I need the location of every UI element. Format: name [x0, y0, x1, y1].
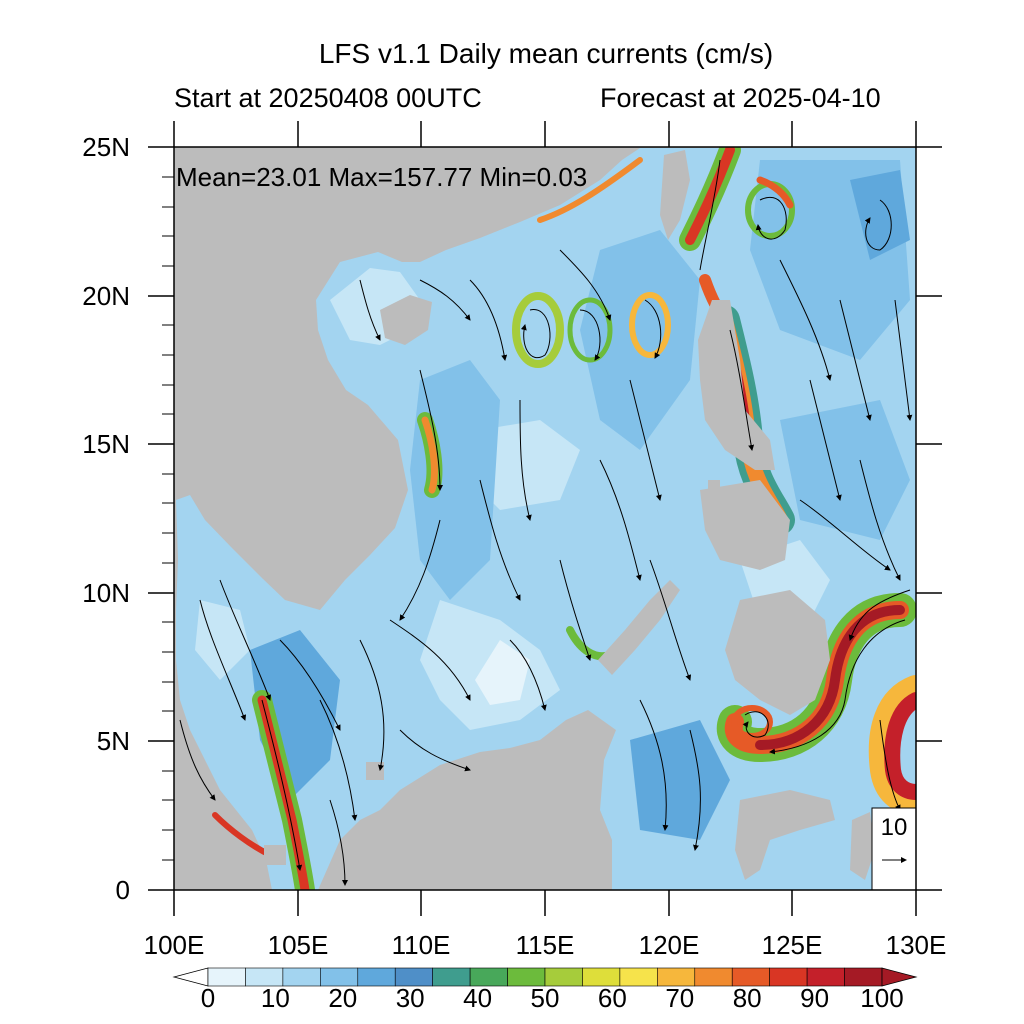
colorbar-tick-label: 70 — [665, 983, 695, 1013]
map-field — [174, 147, 916, 890]
lat-label-10n: 10N — [82, 578, 130, 608]
lon-label-130e: 130E — [885, 930, 947, 960]
lon-label-110e: 110E — [391, 930, 451, 960]
lat-label-15n: 15N — [82, 429, 130, 459]
colorbar-high-triangle — [881, 967, 918, 987]
colorbar-tick-label: 50 — [530, 983, 560, 1013]
lon-label-120e: 120E — [638, 930, 700, 960]
lat-ticks — [148, 146, 942, 891]
islands — [264, 150, 875, 880]
colorbar-tick-label: 80 — [732, 983, 762, 1013]
lon-label-125e: 125E — [761, 930, 823, 960]
lat-minor-ticks — [162, 176, 174, 861]
lat-label-5n: 5N — [96, 726, 130, 756]
map-title: LFS v1.1 Daily mean currents (cm/s) — [318, 38, 774, 69]
lat-label-20n: 20N — [82, 281, 130, 311]
statistics-label: Mean=23.01 Max=157.77 Min=0.03 — [176, 162, 588, 192]
colorbar-tick-label: 40 — [463, 983, 493, 1013]
lat-label-0: 0 — [115, 875, 130, 905]
forecast-time-label: Forecast at 2025-04-10 — [600, 83, 881, 113]
colorbar-tick-label: 100 — [860, 983, 904, 1013]
lon-label-100e: 100E — [143, 930, 205, 960]
streamlines — [179, 159, 913, 886]
colorbar-tick-label: 90 — [800, 983, 830, 1013]
lat-label-25n: 25N — [82, 132, 130, 162]
lon-ticks — [173, 121, 917, 916]
colorbar-tick-label: 30 — [395, 983, 425, 1013]
colorbar-tick-label: 20 — [328, 983, 358, 1013]
reference-vector-box: 10 — [872, 808, 916, 890]
colorbar-tick-label: 0 — [200, 983, 216, 1013]
colorbar-tick-label: 60 — [597, 983, 627, 1013]
reference-vector-label: 10 — [880, 814, 908, 841]
start-time-label: Start at 20250408 00UTC — [174, 83, 482, 113]
colorbar — [172, 967, 918, 987]
colorbar-tick-label: 10 — [260, 983, 290, 1013]
lon-label-105e: 105E — [267, 930, 329, 960]
lon-label-115e: 115E — [515, 930, 575, 960]
